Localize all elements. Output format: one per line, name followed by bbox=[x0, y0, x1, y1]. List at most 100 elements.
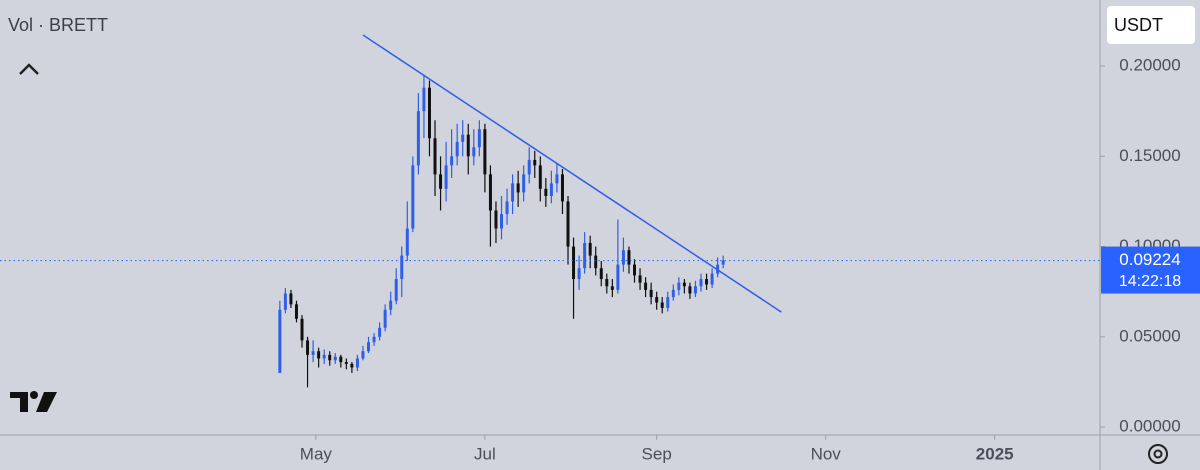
candle-body bbox=[599, 268, 603, 280]
x-tick-label: 2025 bbox=[976, 444, 1014, 463]
candle-body bbox=[311, 351, 315, 355]
candle-body bbox=[594, 255, 598, 269]
candle-body bbox=[516, 183, 520, 193]
candle-body bbox=[660, 302, 664, 308]
candle-body bbox=[411, 165, 415, 229]
candle-body bbox=[400, 255, 404, 280]
candle-body bbox=[278, 309, 282, 373]
candle-body bbox=[483, 129, 487, 175]
candle-body bbox=[710, 273, 714, 285]
x-tick-label: Jul bbox=[474, 444, 496, 463]
candle-body bbox=[488, 174, 492, 211]
candle-body bbox=[439, 174, 443, 189]
candle-body bbox=[306, 340, 310, 355]
candle-body bbox=[699, 279, 703, 287]
candle-body bbox=[560, 174, 564, 202]
candle-body bbox=[422, 87, 426, 112]
last-price-label: 0.09224 bbox=[1119, 250, 1180, 269]
candle-body bbox=[666, 297, 670, 308]
candle-body bbox=[610, 286, 614, 290]
y-tick-label: 0.15000 bbox=[1119, 146, 1180, 165]
candle-body bbox=[677, 282, 681, 290]
candle-body bbox=[616, 264, 620, 290]
candle-body bbox=[339, 356, 343, 363]
candle-body bbox=[549, 183, 553, 197]
candle-body bbox=[621, 250, 625, 265]
candle-body bbox=[355, 358, 359, 368]
x-tick-label: Sep bbox=[642, 444, 672, 463]
candle-body bbox=[283, 293, 287, 310]
chart-title: Vol · BRETT bbox=[8, 15, 108, 35]
candle-body bbox=[466, 134, 470, 157]
y-tick-label: 0.00000 bbox=[1119, 417, 1180, 436]
trend-line bbox=[362, 34, 782, 313]
candle-body bbox=[527, 159, 531, 175]
candle-body bbox=[477, 129, 481, 148]
candle-body bbox=[300, 318, 304, 341]
candle-body bbox=[693, 286, 697, 294]
candle-body bbox=[649, 289, 653, 298]
candle-body bbox=[705, 279, 709, 285]
candle-body bbox=[427, 87, 431, 139]
candle-body bbox=[583, 242, 587, 269]
candle-body bbox=[361, 351, 365, 359]
candle-body bbox=[378, 327, 382, 337]
candle-body bbox=[721, 260, 725, 265]
candle-body bbox=[511, 183, 515, 202]
countdown-label: 14:22:18 bbox=[1119, 273, 1181, 290]
candle-body bbox=[433, 138, 437, 175]
candle-body bbox=[500, 214, 504, 229]
currency-button[interactable] bbox=[1107, 6, 1195, 44]
logo bbox=[10, 391, 57, 412]
candle-body bbox=[461, 134, 465, 142]
candle-body bbox=[333, 356, 337, 361]
x-tick-label: May bbox=[300, 444, 333, 463]
candle-body bbox=[416, 111, 420, 166]
last-price-box bbox=[1101, 246, 1200, 294]
settings-icon[interactable] bbox=[1148, 444, 1168, 464]
candle-body bbox=[633, 264, 637, 276]
candle-body bbox=[505, 201, 509, 215]
candle-body bbox=[655, 297, 659, 303]
currency-label: USDT bbox=[1114, 15, 1163, 35]
candle-body bbox=[572, 246, 576, 280]
candle-body bbox=[394, 279, 398, 301]
candle-body bbox=[494, 210, 498, 229]
candle-body bbox=[644, 282, 648, 290]
candle-body bbox=[544, 188, 548, 197]
candle-body bbox=[627, 250, 631, 265]
candle-body bbox=[555, 174, 559, 184]
candle-body bbox=[405, 228, 409, 256]
candle-body bbox=[538, 165, 542, 189]
candle-body bbox=[344, 362, 348, 364]
candle-body bbox=[472, 147, 476, 157]
candle-body bbox=[350, 363, 354, 368]
y-tick-label: 0.05000 bbox=[1119, 326, 1180, 345]
candle-body bbox=[533, 159, 537, 166]
candle-body bbox=[450, 156, 454, 166]
candle-body bbox=[444, 165, 448, 189]
candle-body bbox=[289, 293, 293, 305]
candle-body bbox=[588, 242, 592, 256]
candle-body bbox=[638, 275, 642, 283]
candle-body bbox=[566, 201, 570, 247]
candle-body bbox=[577, 268, 581, 280]
candle-body bbox=[328, 354, 332, 361]
candle-body bbox=[389, 300, 393, 310]
candle-body bbox=[317, 351, 321, 359]
candle-body bbox=[372, 336, 376, 343]
candle-body bbox=[522, 174, 526, 193]
x-tick-label: Nov bbox=[811, 444, 842, 463]
candle-body bbox=[605, 279, 609, 287]
candle-body bbox=[367, 342, 371, 352]
candles bbox=[278, 75, 725, 388]
collapse-icon[interactable] bbox=[19, 63, 39, 75]
y-tick-label: 0.20000 bbox=[1119, 56, 1180, 75]
candle-body bbox=[682, 282, 686, 287]
candle-body bbox=[294, 304, 298, 319]
candle-body bbox=[455, 141, 459, 157]
candle-body bbox=[688, 286, 692, 294]
candle-body bbox=[671, 289, 675, 298]
